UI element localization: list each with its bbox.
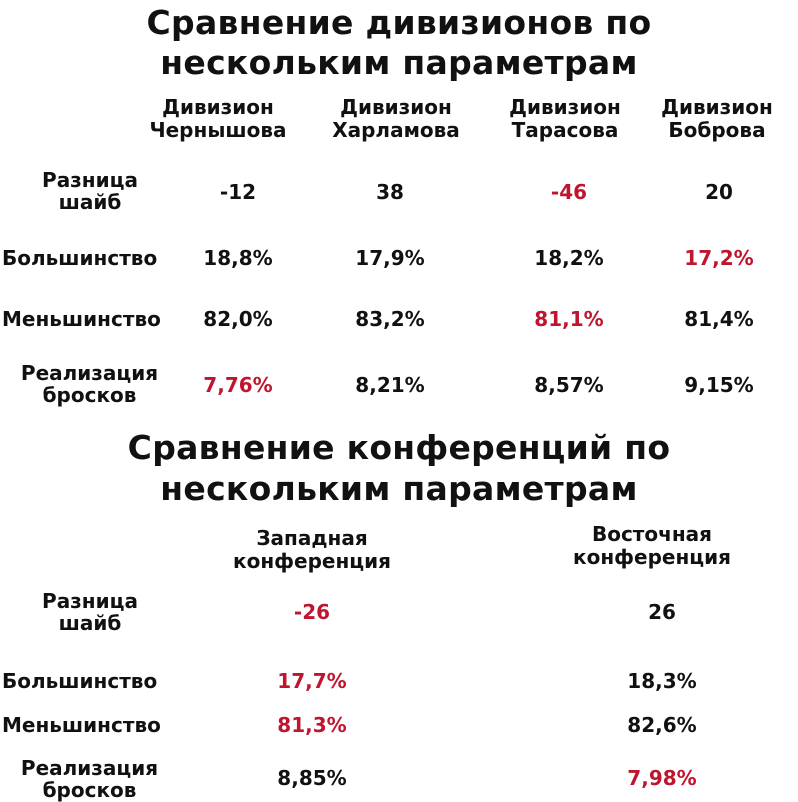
table-cell-highlight: 7,98%	[627, 766, 697, 790]
row-label-line1: Разница	[42, 168, 138, 192]
conf-row-label-goal-diff: Разница шайб	[30, 590, 150, 634]
table-cell: 8,57%	[534, 373, 604, 397]
row-label-line1: Реализация	[20, 361, 159, 385]
conf-row-label-penalty-kill: Меньшинство	[2, 713, 161, 737]
table-cell-highlight: 81,3%	[277, 713, 347, 737]
column-header-line2: конференция	[573, 545, 731, 569]
divisions-title-line2: нескольким параметрам	[160, 43, 638, 82]
table-cell-highlight: -46	[550, 180, 588, 204]
column-header-line1: Дивизион	[509, 95, 621, 119]
table-cell: 9,15%	[684, 373, 754, 397]
table-cell-highlight: 17,7%	[277, 669, 347, 693]
table-cell: 17,9%	[355, 246, 425, 270]
column-header-line2: конференция	[233, 549, 391, 573]
conferences-title-line2: нескольким параметрам	[160, 469, 638, 508]
row-label-shooting: Реализация бросков	[12, 362, 167, 406]
table-cell: 38	[376, 180, 404, 204]
table-cell: 8,85%	[277, 766, 347, 790]
table-cell: 81,4%	[684, 307, 754, 331]
row-label-line2: бросков	[42, 778, 137, 802]
table-cell: 20	[705, 180, 733, 204]
row-label-line1: Разница	[42, 589, 138, 613]
conf-row-label-powerplay: Большинство	[2, 669, 158, 693]
division-column-header: Дивизион Боброва	[661, 96, 773, 142]
column-header-line2: Харламова	[332, 118, 460, 142]
table-cell-highlight: 17,2%	[684, 246, 754, 270]
column-header-line1: Дивизион	[661, 95, 773, 119]
column-header-line2: Боброва	[668, 118, 766, 142]
column-header-line1: Западная	[256, 526, 368, 550]
column-header-line1: Дивизион	[340, 95, 452, 119]
table-cell: 82,6%	[627, 713, 697, 737]
table-cell: 83,2%	[355, 307, 425, 331]
table-cell: 26	[648, 600, 676, 624]
column-header-line1: Дивизион	[162, 95, 274, 119]
table-cell: 18,8%	[203, 246, 273, 270]
divisions-title-line1: Сравнение дивизионов по	[146, 3, 652, 42]
conference-column-header: Западная конференция	[233, 527, 391, 573]
row-label-penalty-kill: Меньшинство	[2, 307, 161, 331]
column-header-line2: Чернышова	[149, 118, 287, 142]
table-cell-highlight: -26	[293, 600, 331, 624]
row-label-line2: бросков	[42, 383, 137, 407]
table-cell: 18,2%	[534, 246, 604, 270]
conferences-title-line1: Сравнение конференций по	[127, 428, 671, 467]
row-label-line1: Реализация	[20, 756, 159, 780]
conference-column-header: Восточная конференция	[573, 523, 731, 569]
division-column-header: Дивизион Харламова	[332, 96, 460, 142]
row-label-powerplay: Большинство	[2, 246, 158, 270]
row-label-line2: шайб	[58, 190, 122, 214]
table-cell: 82,0%	[203, 307, 273, 331]
table-cell-highlight: 81,1%	[534, 307, 604, 331]
column-header-line2: Тарасова	[511, 118, 619, 142]
table-cell: 18,3%	[627, 669, 697, 693]
table-cell: -12	[219, 180, 257, 204]
row-label-goal-diff: Разница шайб	[30, 169, 150, 213]
row-label-line2: шайб	[58, 611, 122, 635]
division-column-header: Дивизион Тарасова	[509, 96, 621, 142]
column-header-line1: Восточная	[591, 522, 713, 546]
table-cell: 8,21%	[355, 373, 425, 397]
table-cell-highlight: 7,76%	[203, 373, 273, 397]
division-column-header: Дивизион Чернышова	[149, 96, 286, 142]
conf-row-label-shooting: Реализация бросков	[12, 757, 167, 801]
